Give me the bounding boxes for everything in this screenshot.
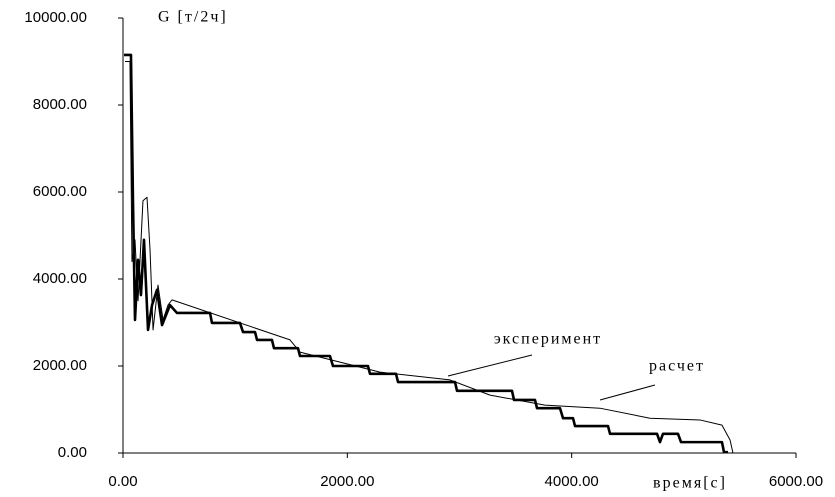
- x-tick-label: 2000.00: [320, 473, 374, 490]
- y-tick-label: 4000.00: [33, 270, 87, 287]
- x-tick-label: 0.00: [108, 473, 137, 490]
- y-tick-label: 2000.00: [33, 357, 87, 374]
- series-line: [124, 53, 729, 454]
- y-tick-label: 10000.00: [24, 9, 87, 26]
- y-axis-label: G [т/2ч]: [158, 9, 228, 26]
- leader-line: [447, 354, 533, 377]
- x-tick-label: 6000.00: [769, 473, 823, 490]
- leader-line: [599, 384, 656, 401]
- x-tick-label: 4000.00: [545, 473, 599, 490]
- y-tick-label: 8000.00: [33, 96, 87, 113]
- series-annotation: эксперимент: [494, 331, 602, 348]
- y-tick-label: 6000.00: [33, 183, 87, 200]
- series-line: [125, 61, 734, 454]
- x-axis-label: время[с]: [653, 475, 727, 492]
- y-tick-label: 0.00: [58, 444, 87, 461]
- series-annotation: расчет: [649, 358, 705, 375]
